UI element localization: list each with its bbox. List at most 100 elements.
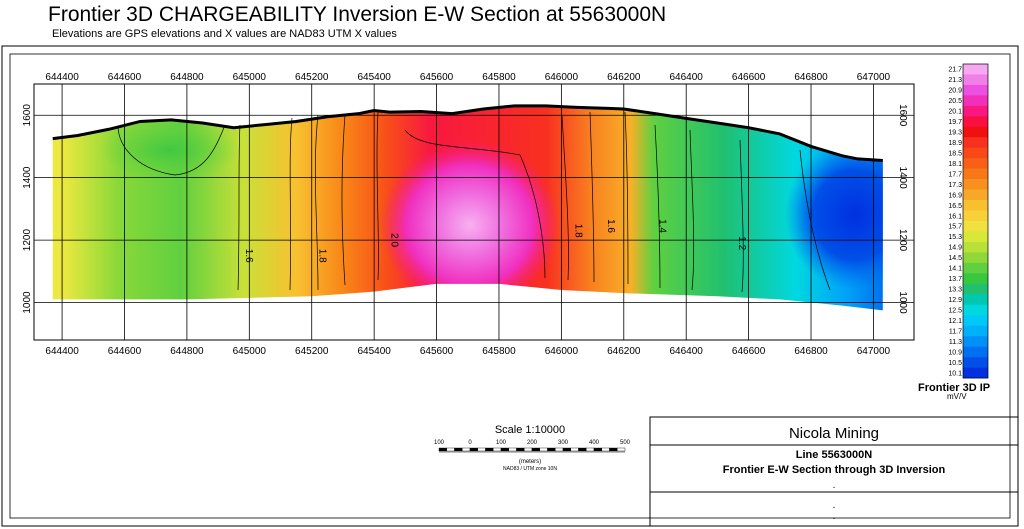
colorbar-label: 18.1 [948,161,962,168]
colorbar-label: 15.3 [948,234,962,241]
contour-label: 1.8 [572,224,583,238]
colorbar-label: 18.5 [948,150,962,157]
x-axis-top: 644400 644600 644800 645000 645200 645400 6456… [45,72,890,83]
scale-tick-label: 100 [434,440,445,446]
map-inner-frame [9,53,1011,519]
grid [34,84,914,340]
colorbar-label: 11.3 [949,339,962,346]
colorbar-label: 15.7 [948,224,962,231]
colorbar-swatch [963,294,988,306]
colorbar-units: mV/V [947,392,967,401]
x-tick-label-top: 645800 [482,72,516,83]
scale-title: Scale 1:10000 [495,424,565,436]
plot-area [33,83,915,341]
x-tick-label-top: 644400 [45,72,79,83]
colorbar-swatch [963,168,988,180]
scale-tick-label: 200 [527,440,538,446]
x-tick-label-top: 644600 [108,72,142,83]
x-tick-label-bottom: 644400 [45,346,79,357]
x-tick-label-bottom: 646600 [732,346,766,357]
colorbar-swatch [963,367,988,379]
x-tick-label-bottom: 646200 [607,346,641,357]
colorbar-swatch [963,189,988,201]
section-fill [52,105,883,311]
colorbar-label: 18.9 [948,140,962,147]
colorbar-swatch [963,231,988,243]
colorbar-swatch [963,346,988,358]
colorbar-swatch [963,95,988,107]
x-tick-label-top: 646600 [732,72,766,83]
x-tick-label-bottom: 645000 [233,346,267,357]
colorbar-label: 11.7 [949,328,962,335]
contour-label: 1.6 [605,219,616,233]
y-tick-label-left: 1200 [22,229,33,252]
colorbar-swatch [963,252,988,264]
colorbar-label: 12.9 [948,297,962,304]
colorbar-swatch [963,357,988,368]
y-tick-label-left: 1600 [22,104,33,127]
scale-units: (meters) [519,459,541,465]
company-name: Nicola Mining [789,425,879,442]
x-tick-label-top: 645000 [233,72,267,83]
scale-tick-label: 100 [496,440,507,446]
colorbar-label: 12.1 [948,318,962,325]
contour-label: 2.0 [388,233,399,247]
colorbar-swatch [963,147,988,159]
x-tick-label-top: 645200 [295,72,329,83]
colorbar-label: 17.7 [948,171,962,178]
x-tick-label-top: 646800 [794,72,828,83]
y-tick-label-right: 1600 [897,104,908,127]
colorbar-label: 20.1 [948,109,962,116]
x-tick-label-bottom: 644600 [108,346,142,357]
x-tick-label-top: 647000 [857,72,891,83]
colorbar-swatch [963,262,988,274]
x-tick-label-bottom: 644800 [170,346,204,357]
colorbar-swatch [963,200,988,211]
colorbar-label: 16.9 [948,192,962,199]
colorbar-swatch [963,210,988,222]
scale-projection: NAD83 / UTM zone 10N [503,466,557,472]
chart-subtitle: Elevations are GPS elevations and X valu… [52,28,397,40]
x-tick-label-bottom: 646800 [794,346,828,357]
colorbar-label: 21.3 [948,77,962,84]
contour-label: 1.2 [736,236,747,250]
colorbar-label: 12.5 [948,307,962,314]
x-tick-label-top: 646200 [607,72,641,83]
colorbar-swatch [963,105,988,117]
colorbar-swatch [963,221,988,232]
title-block-dot: . [833,511,836,522]
x-tick-label-top: 645400 [357,72,391,83]
x-tick-label-bottom: 645400 [357,346,391,357]
colorbar-swatch [963,137,988,149]
x-tick-label-bottom: 646000 [545,346,579,357]
colorbar-label: 10.1 [948,370,962,377]
scale-tick-label: 400 [589,440,600,446]
colorbar-swatch [963,74,988,86]
colorbar-label: 19.7 [948,119,962,126]
scale-tick-label: 300 [558,440,569,446]
section-description: Frontier E-W Section through 3D Inversio… [723,464,946,476]
colorbar-label: 10.9 [948,349,962,356]
y-tick-label-left: 1000 [22,291,33,314]
colorbar-label: 21.7 [948,67,962,74]
colorbar-swatch [963,179,988,190]
scale-tick-label: 500 [620,440,631,446]
x-tick-label-bottom: 645800 [482,346,516,357]
colorbar-label: 20.9 [948,88,962,95]
title-block-dot: . [833,500,836,511]
colorbar-label: 10.5 [948,360,962,367]
colorbar-swatch [963,241,988,253]
title-block: Nicola Mining Line 5563000N Frontier E-W… [649,416,1019,527]
x-tick-label-bottom: 646400 [670,346,704,357]
chart-title: Frontier 3D CHARGEABILITY Inversion E-W … [48,3,667,26]
x-tick-label-top: 646000 [545,72,579,83]
colorbar-swatch [963,126,988,138]
colorbar-label: 14.9 [948,245,962,252]
colorbar-label: 16.1 [948,213,962,220]
map-frame [1,45,1019,527]
colorbar-label: 13.3 [948,287,962,294]
colorbar: 21.7 21.3 20.9 20.5 20.1 19.7 19.3 18.9 18.5 18.1… [948,63,989,379]
colorbar-swatch [963,116,988,128]
x-tick-label-top: 645600 [420,72,454,83]
